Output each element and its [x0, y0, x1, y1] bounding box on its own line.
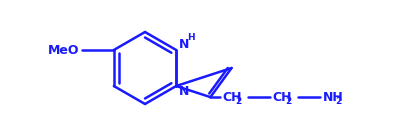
Text: CH: CH	[273, 91, 292, 104]
Text: NH: NH	[322, 91, 343, 104]
Text: 2: 2	[235, 97, 241, 106]
Text: N: N	[179, 38, 190, 51]
Text: CH: CH	[222, 91, 242, 104]
Text: 2: 2	[335, 97, 341, 106]
Text: N: N	[179, 84, 190, 98]
Text: 2: 2	[285, 97, 291, 106]
Text: MeO: MeO	[48, 43, 80, 57]
Text: H: H	[187, 33, 195, 42]
